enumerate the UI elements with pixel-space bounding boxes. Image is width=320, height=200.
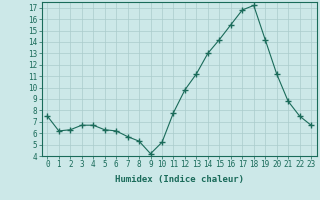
X-axis label: Humidex (Indice chaleur): Humidex (Indice chaleur) [115,175,244,184]
